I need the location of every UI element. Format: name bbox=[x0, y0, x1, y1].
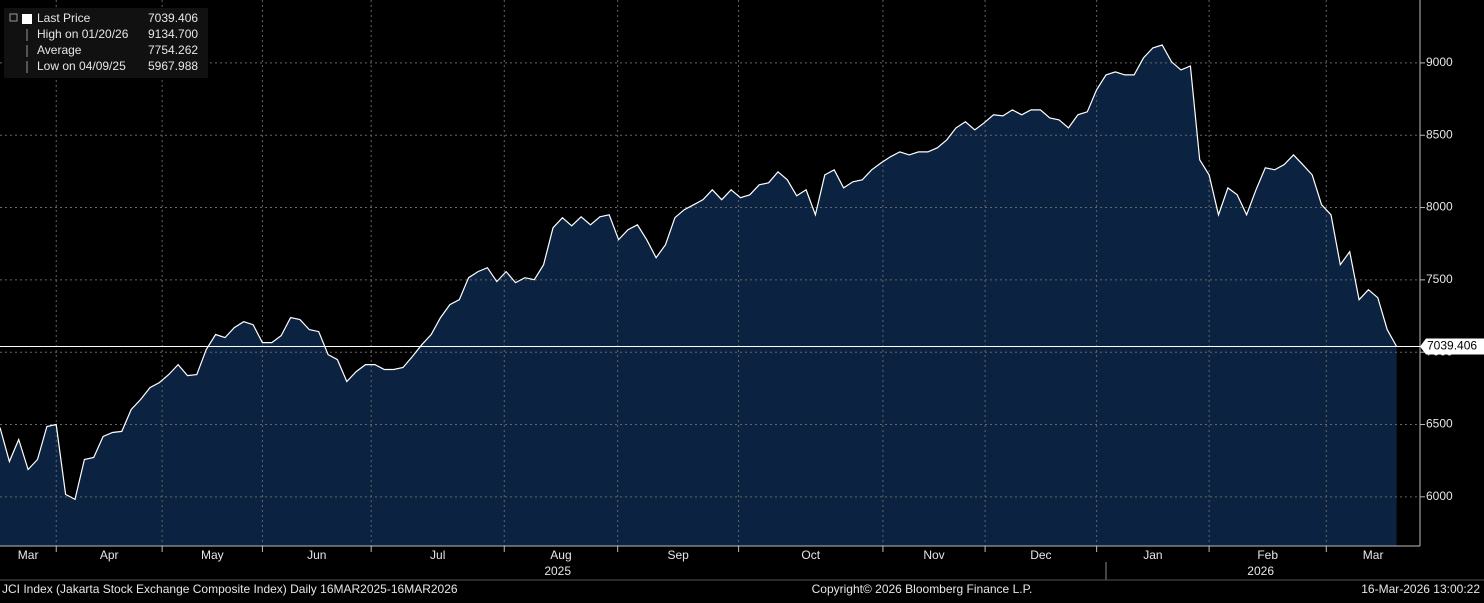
y-tick-label: 6500 bbox=[1426, 417, 1453, 431]
legend-value: 5967.988 bbox=[148, 59, 198, 73]
last-price-tag bbox=[1420, 338, 1484, 355]
footer-right: 16-Mar-2026 13:00:22 bbox=[1361, 582, 1480, 596]
legend-value: 9134.700 bbox=[148, 27, 198, 41]
legend-swatch bbox=[22, 14, 32, 24]
x-tick-label: May bbox=[201, 548, 224, 562]
y-tick-label: 9000 bbox=[1426, 55, 1453, 69]
x-tick-label: Sep bbox=[667, 548, 689, 562]
legend-value: 7039.406 bbox=[148, 11, 198, 25]
x-tick-label: Dec bbox=[1030, 548, 1051, 562]
x-tick-label: Mar bbox=[1363, 548, 1384, 562]
year-label: 2026 bbox=[1247, 564, 1274, 578]
legend-value: 7754.262 bbox=[148, 43, 198, 57]
x-tick-label: Oct bbox=[801, 548, 820, 562]
year-label: 2025 bbox=[544, 564, 571, 578]
x-tick-label: Jan bbox=[1143, 548, 1162, 562]
footer-center: Copyright© 2026 Bloomberg Finance L.P. bbox=[812, 582, 1033, 596]
x-tick-label: Nov bbox=[923, 548, 944, 562]
legend-name: Low on 04/09/25 bbox=[37, 59, 126, 73]
legend-box bbox=[4, 8, 208, 78]
legend-name: Average bbox=[37, 43, 82, 57]
x-tick-label: Apr bbox=[100, 548, 119, 562]
legend-name: High on 01/20/26 bbox=[37, 27, 129, 41]
footer-left: JCI Index (Jakarta Stock Exchange Compos… bbox=[2, 582, 458, 596]
legend-name: Last Price bbox=[37, 11, 91, 25]
y-tick-label: 8500 bbox=[1426, 127, 1453, 141]
x-tick-label: Aug bbox=[550, 548, 571, 562]
legend-toggle bbox=[9, 13, 18, 22]
legend: Last Price 7039.406 High on 01/20/26 9134.7… bbox=[9, 11, 198, 73]
plot: 6000650070007500800085009000MarAprMayJun… bbox=[0, 0, 1484, 580]
x-tick-label: Feb bbox=[1257, 548, 1278, 562]
x-tick-label: Mar bbox=[18, 548, 39, 562]
last-price-tag-label: 7039.406 bbox=[1427, 339, 1477, 353]
area bbox=[0, 45, 1397, 546]
y-tick-label: 7500 bbox=[1426, 272, 1453, 286]
x-tick-label: Jul bbox=[430, 548, 445, 562]
line bbox=[0, 44, 1398, 501]
x-tick-label: Jun bbox=[307, 548, 326, 562]
y-tick-label: 6000 bbox=[1426, 489, 1453, 503]
y-tick-label: 8000 bbox=[1426, 200, 1453, 214]
